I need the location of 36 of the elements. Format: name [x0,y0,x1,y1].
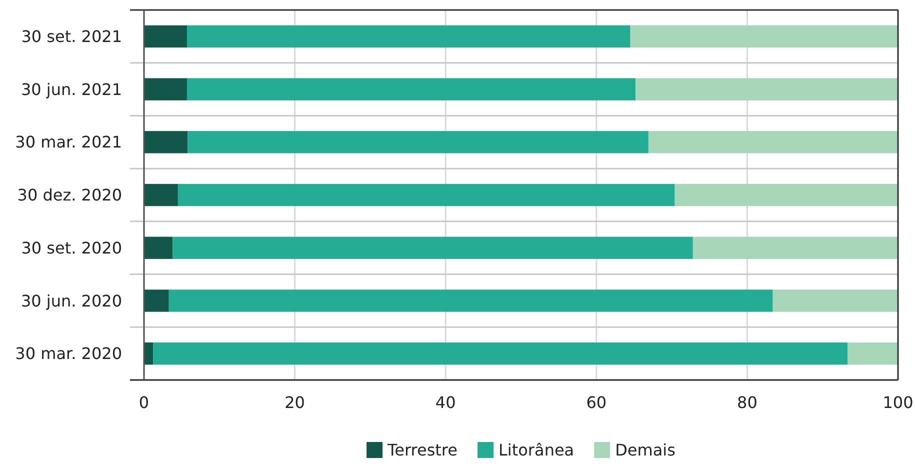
legend-label: Terrestre [386,440,458,460]
bar [674,184,898,206]
bar [153,342,848,365]
x-tick-label: 40 [435,393,456,412]
bar [636,78,898,100]
y-tick-label: 30 jun. 2020 [20,291,122,310]
bar [168,290,773,312]
bar [772,290,898,312]
y-tick-label: 30 jun. 2021 [20,80,122,99]
y-tick-label: 30 mar. 2021 [15,132,122,152]
bar [188,131,648,154]
x-tick-label: 20 [284,393,305,412]
bar [648,131,898,154]
y-tick-label: 30 dez. 2020 [17,186,122,205]
bar [186,25,630,48]
x-tick-label: 100 [882,393,914,412]
y-tick-label: 30 set. 2020 [21,238,122,258]
x-tick-label: 80 [737,393,758,412]
y-tick-label: 30 mar. 2020 [15,344,122,364]
bar [144,290,169,312]
bar [692,236,898,259]
bar [144,25,187,48]
legend-label: Litorânea [498,440,574,460]
bar [178,184,675,206]
bar [630,25,898,48]
bar [144,184,178,206]
x-tick-label: 60 [586,393,607,412]
bar [172,236,693,259]
legend-label: Demais [615,440,676,460]
bar [144,131,188,154]
bar [186,78,636,100]
bar [847,342,898,365]
bar [144,236,173,259]
x-tick-label: 0 [138,393,150,412]
y-tick-label: 30 set. 2021 [21,27,122,46]
bar [144,78,187,100]
